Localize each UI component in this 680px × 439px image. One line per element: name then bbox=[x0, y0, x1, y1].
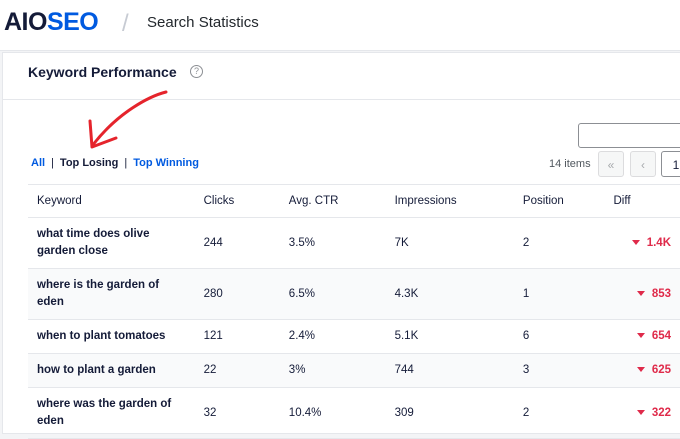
table-cell: 3 bbox=[513, 353, 605, 388]
table-cell: 654 bbox=[604, 319, 680, 354]
logo-prefix: AIO bbox=[4, 8, 47, 36]
separator: | bbox=[124, 157, 128, 169]
help-icon[interactable]: ? bbox=[190, 65, 203, 78]
logo[interactable]: AIOSEO bbox=[4, 8, 99, 37]
table-cell: 2 bbox=[513, 217, 605, 269]
column-header: Diff bbox=[604, 184, 680, 218]
table-cell: 32 bbox=[194, 387, 280, 439]
separator: | bbox=[51, 157, 54, 169]
table-cell: 322 bbox=[604, 387, 680, 439]
top-bar bbox=[0, 0, 680, 51]
prev-page-button[interactable]: ‹ bbox=[630, 151, 656, 177]
table-row: how to plant a garden 22 3% 744 3 625 bbox=[28, 353, 680, 388]
page: AIOSEO / Search Statistics Keyword Perfo… bbox=[0, 0, 680, 408]
item-count: 14 items bbox=[549, 158, 591, 170]
table-cell: 5.1K bbox=[385, 319, 514, 354]
filters: All | Top Losing | Top Winning bbox=[31, 157, 199, 169]
table-cell: 1.4K bbox=[604, 217, 680, 269]
keyword-table: Keyword Clicks Avg. CTR Impressions Position… bbox=[28, 184, 680, 439]
filter-link[interactable]: Top Winning bbox=[133, 157, 199, 169]
table-cell: 2.4% bbox=[279, 319, 386, 354]
table-row: where is the garden of eden 280 6.5% 4.3K 1 8… bbox=[28, 268, 680, 320]
filter-link[interactable]: Top Losing bbox=[59, 157, 119, 169]
keyword-cell: where is the garden of eden bbox=[28, 268, 195, 320]
table-cell: 6 bbox=[513, 319, 605, 354]
logo-suffix: SEO bbox=[46, 8, 99, 36]
card-title: Keyword Performance bbox=[28, 64, 177, 80]
column-header: Avg. CTR bbox=[279, 184, 386, 218]
column-header: Clicks bbox=[194, 184, 280, 218]
table-cell: 4.3K bbox=[385, 268, 514, 320]
keyword-cell: what time does olive garden close bbox=[28, 217, 195, 269]
first-page-button[interactable]: « bbox=[598, 151, 624, 177]
search-input[interactable] bbox=[578, 123, 680, 148]
table-cell: 10.4% bbox=[279, 387, 386, 439]
table-cell: 7K bbox=[385, 217, 514, 269]
table-cell: 2 bbox=[513, 387, 605, 439]
column-header: Position bbox=[513, 184, 605, 218]
divider bbox=[2, 99, 680, 100]
keyword-cell: when to plant tomatoes bbox=[28, 319, 195, 354]
page-title: Search Statistics bbox=[147, 14, 259, 31]
table-cell: 280 bbox=[194, 268, 280, 320]
table-cell: 3.5% bbox=[279, 217, 386, 269]
column-header: Keyword bbox=[28, 184, 195, 218]
table-cell: 625 bbox=[604, 353, 680, 388]
page-number[interactable]: 1 bbox=[661, 151, 680, 177]
keyword-cell: where was the garden of eden bbox=[28, 387, 195, 439]
table-cell: 853 bbox=[604, 268, 680, 320]
table-cell: 309 bbox=[385, 387, 514, 439]
table-row: when to plant tomatoes 121 2.4% 5.1K 6 654 bbox=[28, 319, 680, 354]
table-cell: 121 bbox=[194, 319, 280, 354]
table-cell: 1 bbox=[513, 268, 605, 320]
table-body: what time does olive garden close 244 3.5%… bbox=[28, 217, 680, 439]
table-cell: 6.5% bbox=[279, 268, 386, 320]
filter-link[interactable]: All bbox=[31, 157, 46, 169]
header-row: Keyword Clicks Avg. CTR Impressions Position… bbox=[28, 184, 680, 218]
table-cell: 244 bbox=[194, 217, 280, 269]
breadcrumb-separator: / bbox=[122, 10, 129, 37]
table-row: what time does olive garden close 244 3.5%… bbox=[28, 217, 680, 269]
column-header: Impressions bbox=[385, 184, 514, 218]
keyword-cell: how to plant a garden bbox=[28, 353, 195, 388]
table-cell: 744 bbox=[385, 353, 514, 388]
table-cell: 3% bbox=[279, 353, 386, 388]
table-cell: 22 bbox=[194, 353, 280, 388]
table-row: where was the garden of eden 32 10.4% 309 2 3… bbox=[28, 387, 680, 439]
